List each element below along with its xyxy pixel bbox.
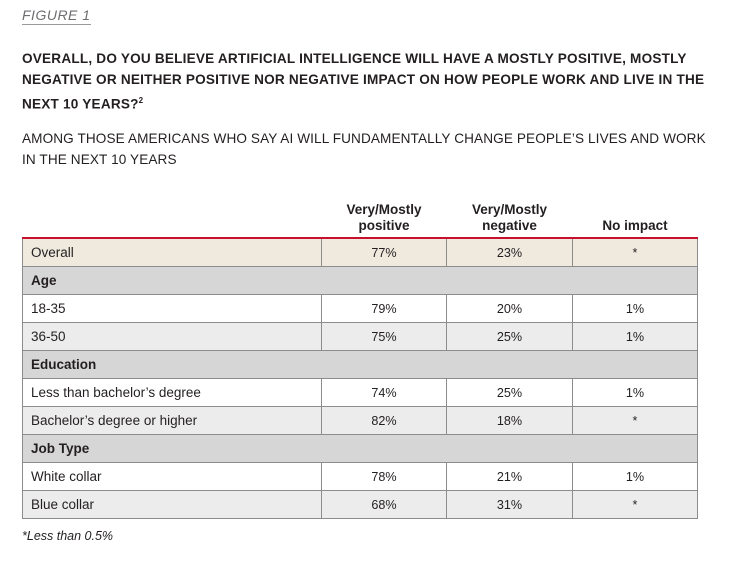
no-impact-value: *: [572, 237, 698, 267]
table-row: Blue collar 68% 31% *: [22, 490, 698, 519]
row-label: Overall: [22, 237, 322, 267]
figure-label-text: FIGURE 1: [22, 7, 91, 25]
row-label: 36-50: [22, 322, 322, 351]
group-label: Age: [22, 266, 698, 295]
results-table: Very/Mostly positive Very/Mostly negativ…: [22, 199, 698, 519]
header-negative: Very/Mostly negative: [446, 199, 573, 239]
no-impact-value: 1%: [572, 462, 698, 491]
positive-value: 82%: [321, 406, 447, 435]
footnote: *Less than 0.5%: [22, 529, 114, 543]
question-text: OVERALL, DO YOU BELIEVE ARTIFICIAL INTEL…: [22, 51, 705, 112]
header-row: Very/Mostly positive Very/Mostly negativ…: [22, 199, 698, 239]
overall-row: Overall 77% 23% *: [22, 237, 698, 267]
negative-value: 20%: [446, 294, 573, 323]
header-blank: [22, 199, 322, 239]
question-footnote-mark: 2: [138, 96, 144, 105]
no-impact-value: *: [572, 490, 698, 519]
table-row: White collar 78% 21% 1%: [22, 462, 698, 491]
negative-value: 21%: [446, 462, 573, 491]
row-label: White collar: [22, 462, 322, 491]
positive-value: 77%: [321, 237, 447, 267]
negative-value: 18%: [446, 406, 573, 435]
positive-value: 75%: [321, 322, 447, 351]
table-row: Less than bachelor’s degree 74% 25% 1%: [22, 378, 698, 407]
positive-value: 68%: [321, 490, 447, 519]
chart-title: OVERALL, DO YOU BELIEVE ARTIFICIAL INTEL…: [22, 48, 722, 115]
table-row: 18-35 79% 20% 1%: [22, 294, 698, 323]
row-label: Less than bachelor’s degree: [22, 378, 322, 407]
row-label: Bachelor’s degree or higher: [22, 406, 322, 435]
header-no-impact: No impact: [572, 199, 698, 239]
table-row: Bachelor’s degree or higher 82% 18% *: [22, 406, 698, 435]
group-header-row: Education: [22, 350, 698, 379]
table-body: Overall 77% 23% * Age 18-35 79% 20% 1% 36-50 75% 25…: [22, 237, 698, 519]
chart-subtitle: AMONG THOSE AMERICANS WHO SAY AI WILL FU…: [22, 131, 706, 167]
no-impact-value: 1%: [572, 294, 698, 323]
no-impact-value: 1%: [572, 378, 698, 407]
group-header-row: Age: [22, 266, 698, 295]
row-label: Blue collar: [22, 490, 322, 519]
table-row: 36-50 75% 25% 1%: [22, 322, 698, 351]
negative-value: 31%: [446, 490, 573, 519]
negative-value: 23%: [446, 237, 573, 267]
header-positive: Very/Mostly positive: [321, 199, 447, 239]
row-label: 18-35: [22, 294, 322, 323]
group-header-row: Job Type: [22, 434, 698, 463]
no-impact-value: *: [572, 406, 698, 435]
no-impact-value: 1%: [572, 322, 698, 351]
group-label: Job Type: [22, 434, 698, 463]
positive-value: 74%: [321, 378, 447, 407]
negative-value: 25%: [446, 378, 573, 407]
negative-value: 25%: [446, 322, 573, 351]
group-label: Education: [22, 350, 698, 379]
positive-value: 79%: [321, 294, 447, 323]
figure-label: FIGURE 1: [22, 7, 91, 25]
positive-value: 78%: [321, 462, 447, 491]
